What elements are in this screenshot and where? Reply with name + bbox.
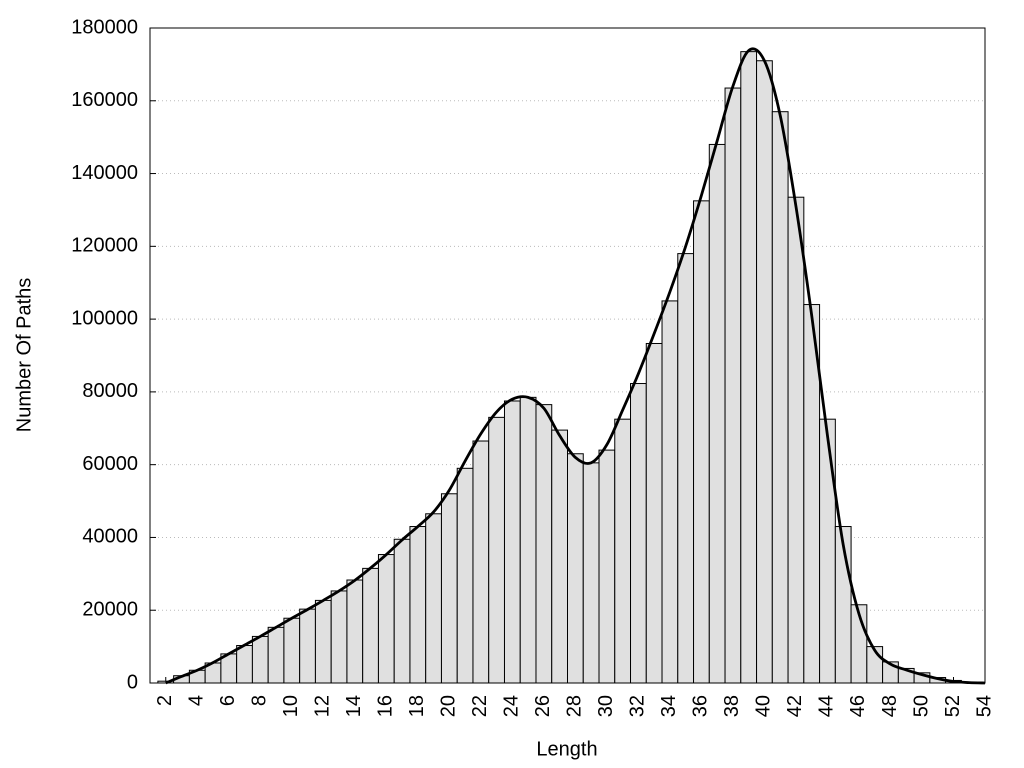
y-tick-label: 0 <box>127 671 138 693</box>
bar <box>472 440 490 684</box>
bar <box>440 493 458 684</box>
y-tick-label: 40000 <box>82 526 138 548</box>
x-tick-label: 42 <box>784 695 806 717</box>
bar <box>299 608 316 684</box>
y-tick-label: 60000 <box>82 453 138 475</box>
x-tick-label: 50 <box>910 695 932 717</box>
bar <box>677 253 695 684</box>
x-tick-label: 14 <box>343 695 365 717</box>
bar <box>346 579 364 684</box>
x-tick-label: 16 <box>375 695 397 717</box>
x-tick-label: 24 <box>501 695 523 717</box>
x-tick-label: 44 <box>816 695 838 717</box>
x-axis-label: Length <box>536 738 597 760</box>
x-tick-label: 2 <box>154 695 176 706</box>
x-tick-label: 46 <box>847 695 869 717</box>
y-tick-label: 80000 <box>82 380 138 402</box>
bar <box>377 554 395 684</box>
x-tick-label: 20 <box>438 695 460 717</box>
bar <box>535 404 553 684</box>
bar <box>724 87 742 684</box>
bar <box>362 567 379 684</box>
bar <box>787 196 805 684</box>
x-tick-label: 18 <box>406 695 428 717</box>
y-axis-label: Number Of Paths <box>13 278 35 433</box>
x-tick-label: 4 <box>186 695 208 706</box>
x-tick-label: 6 <box>217 695 239 706</box>
bar <box>236 645 253 684</box>
bar <box>630 383 647 684</box>
density-curve <box>165 47 986 685</box>
bar <box>693 200 710 684</box>
y-tick-label: 180000 <box>71 16 138 38</box>
x-tick-label: 38 <box>721 695 743 717</box>
bar <box>283 617 301 684</box>
x-tick-label: 10 <box>280 695 302 717</box>
x-tick-label: 28 <box>564 695 586 717</box>
bar <box>425 513 442 684</box>
bar <box>819 418 836 684</box>
bar <box>582 462 600 684</box>
x-tick-label: 40 <box>753 695 775 717</box>
y-tick-label: 120000 <box>71 235 138 257</box>
x-tick-label: 8 <box>249 695 271 706</box>
x-tick-label: 34 <box>658 695 680 717</box>
x-tick-label: 26 <box>532 695 554 717</box>
bar <box>551 429 569 684</box>
x-tick-label: 52 <box>942 695 964 717</box>
bar <box>598 449 616 684</box>
y-tick-label: 100000 <box>71 307 138 329</box>
bar <box>488 416 505 684</box>
bar <box>645 342 663 684</box>
bar <box>614 418 632 684</box>
y-tick-label: 160000 <box>71 89 138 111</box>
x-tick-label: 48 <box>879 695 901 717</box>
x-tick-label: 32 <box>627 695 649 717</box>
x-tick-label: 12 <box>312 695 334 717</box>
bar <box>519 396 537 684</box>
x-tick-label: 36 <box>690 695 712 717</box>
bar <box>409 526 427 684</box>
y-tick-label: 140000 <box>71 162 138 184</box>
bar <box>456 467 474 684</box>
bar <box>330 590 348 684</box>
bar <box>771 111 789 684</box>
y-tick-label: 20000 <box>82 599 138 621</box>
bar <box>756 60 773 684</box>
bar <box>661 300 679 684</box>
plot-frame <box>149 27 986 684</box>
bar <box>708 143 726 684</box>
bar <box>251 635 269 684</box>
x-tick-label: 54 <box>973 695 995 717</box>
bar <box>740 51 758 684</box>
bar <box>503 400 521 684</box>
x-tick-label: 22 <box>469 695 491 717</box>
bar <box>267 626 285 684</box>
bar <box>393 538 411 684</box>
bar <box>314 599 332 684</box>
bar <box>567 453 584 684</box>
x-tick-label: 30 <box>595 695 617 717</box>
